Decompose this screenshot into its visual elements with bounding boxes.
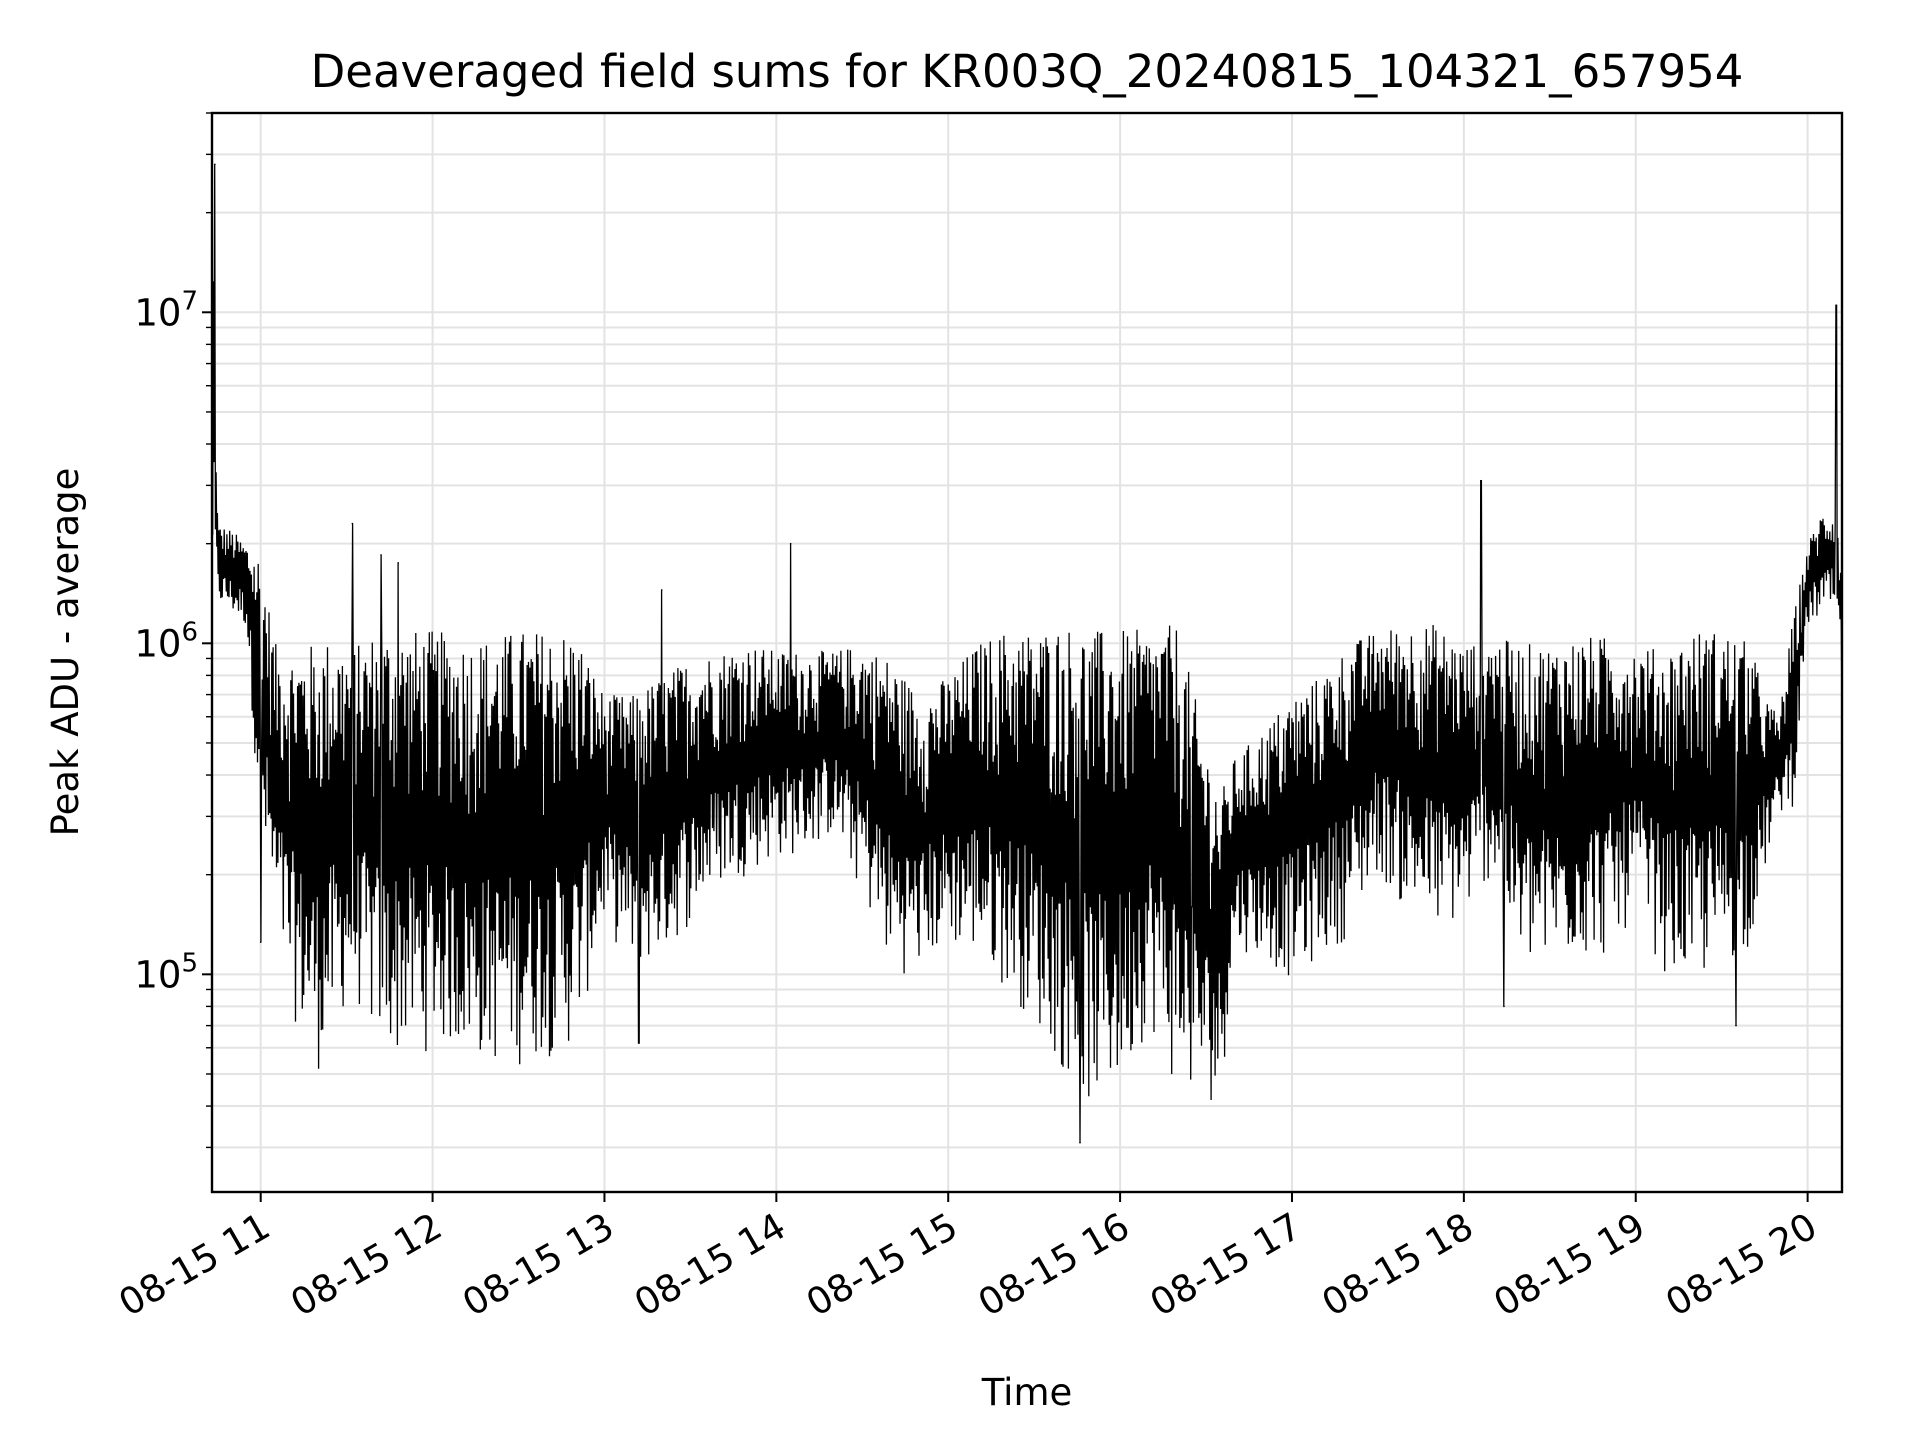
y-tick-label: 105 bbox=[134, 948, 198, 996]
spike-point bbox=[1480, 479, 1482, 482]
y-tick-label: 106 bbox=[134, 617, 198, 665]
x-axis-label: Time bbox=[981, 1371, 1073, 1414]
series-line bbox=[211, 163, 1843, 1144]
y-axis-ticks: 105 106 107 bbox=[134, 112, 212, 1149]
plot-frame bbox=[210, 111, 1844, 1194]
x-tick-label: 08-15 12 bbox=[284, 1205, 450, 1325]
x-tick-label: 08-15 11 bbox=[112, 1205, 278, 1325]
spike-point bbox=[351, 522, 354, 525]
spike-point bbox=[380, 554, 382, 556]
x-tick-label: 08-15 17 bbox=[1143, 1205, 1309, 1325]
spike-point bbox=[259, 941, 262, 944]
spike-point bbox=[1503, 1005, 1505, 1008]
x-tick-label: 08-15 13 bbox=[455, 1205, 621, 1325]
spike-point bbox=[1190, 905, 1193, 908]
spike-point bbox=[214, 163, 216, 166]
spike-point bbox=[638, 1042, 640, 1044]
spike-point bbox=[1835, 304, 1838, 307]
x-tick-label: 08-15 20 bbox=[1659, 1205, 1825, 1325]
grid-lines bbox=[212, 112, 1842, 1192]
data-line bbox=[211, 164, 1843, 1143]
x-tick-label: 08-15 15 bbox=[799, 1205, 965, 1325]
spike-point bbox=[660, 589, 663, 591]
spike-point bbox=[1735, 1024, 1737, 1027]
x-tick-label: 08-15 19 bbox=[1487, 1205, 1653, 1325]
y-tick-label: 107 bbox=[134, 286, 198, 334]
spike-point bbox=[1079, 1141, 1081, 1144]
x-tick-label: 08-15 16 bbox=[971, 1205, 1137, 1325]
chart-title: Deaveraged field sums for KR003Q_2024081… bbox=[311, 45, 1744, 98]
x-tick-label: 08-15 14 bbox=[627, 1205, 793, 1325]
x-axis-ticks: 08-15 11 08-15 12 08-15 13 08-15 14 08-15 15… bbox=[112, 1192, 1824, 1325]
spike-point bbox=[789, 542, 792, 545]
spike-point bbox=[397, 562, 400, 564]
y-axis-label: Peak ADU - average bbox=[44, 468, 87, 837]
x-tick-label: 08-15 18 bbox=[1315, 1205, 1481, 1325]
